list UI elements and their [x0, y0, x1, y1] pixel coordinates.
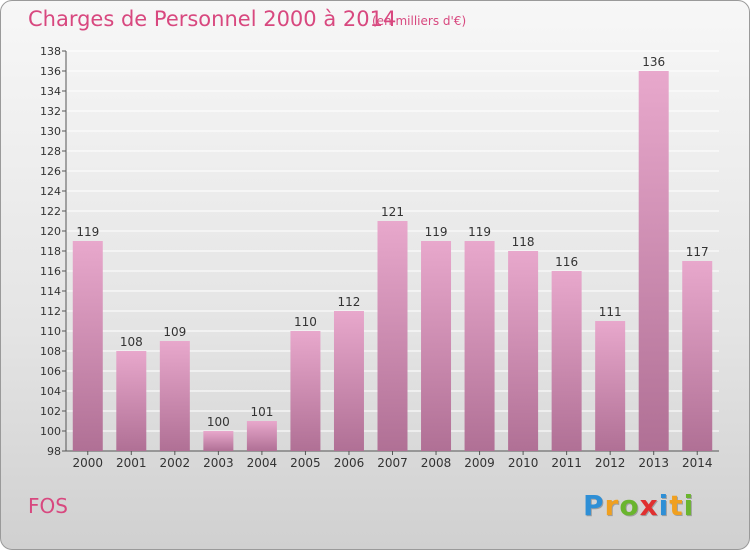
- data-label: 101: [250, 405, 273, 419]
- data-label: 121: [381, 205, 404, 219]
- bar: [421, 241, 452, 451]
- logo-letter: r: [604, 489, 620, 522]
- y-tick-label: 138: [40, 45, 61, 58]
- data-label: 118: [512, 235, 535, 249]
- data-label: 119: [76, 225, 99, 239]
- data-label: 100: [207, 415, 230, 429]
- y-tick-label: 120: [40, 225, 61, 238]
- y-tick-label: 98: [47, 445, 61, 458]
- y-tick-label: 118: [40, 245, 61, 258]
- data-label: 119: [425, 225, 448, 239]
- y-tick-label: 102: [40, 405, 61, 418]
- bar: [377, 221, 408, 451]
- x-tick-label: 2001: [116, 456, 147, 470]
- y-tick-label: 110: [40, 325, 61, 338]
- bar: [508, 251, 539, 451]
- y-tick-label: 108: [40, 345, 61, 358]
- bar: [551, 271, 582, 451]
- x-tick-label: 2012: [595, 456, 626, 470]
- x-tick-label: 2000: [72, 456, 103, 470]
- logo-letter: i: [683, 489, 695, 522]
- x-tick-label: 2008: [421, 456, 452, 470]
- logo-letter: t: [669, 489, 684, 522]
- bar: [638, 71, 669, 451]
- data-label: 117: [686, 245, 709, 259]
- bar: [246, 421, 277, 451]
- bar: [595, 321, 626, 451]
- chart-title: Charges de Personnel 2000 à 2014: [28, 7, 397, 31]
- x-tick-label: 2013: [638, 456, 669, 470]
- data-label: 109: [163, 325, 186, 339]
- place-name: FOS: [28, 494, 68, 518]
- bar: [72, 241, 103, 451]
- y-tick-label: 122: [40, 205, 61, 218]
- y-tick-label: 104: [40, 385, 61, 398]
- y-tick-label: 124: [40, 185, 61, 198]
- x-tick-label: 2002: [160, 456, 191, 470]
- bar: [464, 241, 495, 451]
- logo-letter: o: [619, 489, 640, 522]
- y-tick-label: 136: [40, 65, 61, 78]
- y-tick-label: 100: [40, 425, 61, 438]
- bar: [159, 341, 190, 451]
- data-label: 136: [642, 55, 665, 69]
- bar: [203, 431, 234, 451]
- x-tick-label: 2004: [247, 456, 278, 470]
- y-tick-label: 114: [40, 285, 61, 298]
- data-label: 116: [555, 255, 578, 269]
- x-tick-label: 2010: [508, 456, 539, 470]
- y-tick-label: 134: [40, 85, 61, 98]
- x-tick-label: 2006: [334, 456, 365, 470]
- logo-letter: i: [658, 489, 670, 522]
- x-tick-label: 2007: [377, 456, 408, 470]
- bar: [116, 351, 147, 451]
- y-tick-label: 132: [40, 105, 61, 118]
- logo-letter: P: [583, 489, 605, 522]
- y-tick-label: 112: [40, 305, 61, 318]
- bar: [333, 311, 364, 451]
- logo-letter: x: [639, 489, 659, 522]
- bar: [682, 261, 713, 451]
- y-tick-label: 116: [40, 265, 61, 278]
- proxiti-logo[interactable]: Proxiti: [583, 489, 694, 522]
- data-label: 111: [599, 305, 622, 319]
- x-tick-label: 2011: [551, 456, 582, 470]
- data-label: 112: [338, 295, 361, 309]
- x-tick-label: 2005: [290, 456, 321, 470]
- x-tick-label: 2014: [682, 456, 713, 470]
- y-tick-label: 130: [40, 125, 61, 138]
- chart-subtitle: (en milliers d'€): [372, 14, 467, 28]
- y-tick-label: 128: [40, 145, 61, 158]
- data-label: 108: [120, 335, 143, 349]
- data-label: 110: [294, 315, 317, 329]
- y-tick-label: 126: [40, 165, 61, 178]
- data-label: 119: [468, 225, 491, 239]
- x-tick-label: 2009: [464, 456, 495, 470]
- y-tick-label: 106: [40, 365, 61, 378]
- bar: [290, 331, 321, 451]
- x-tick-label: 2003: [203, 456, 234, 470]
